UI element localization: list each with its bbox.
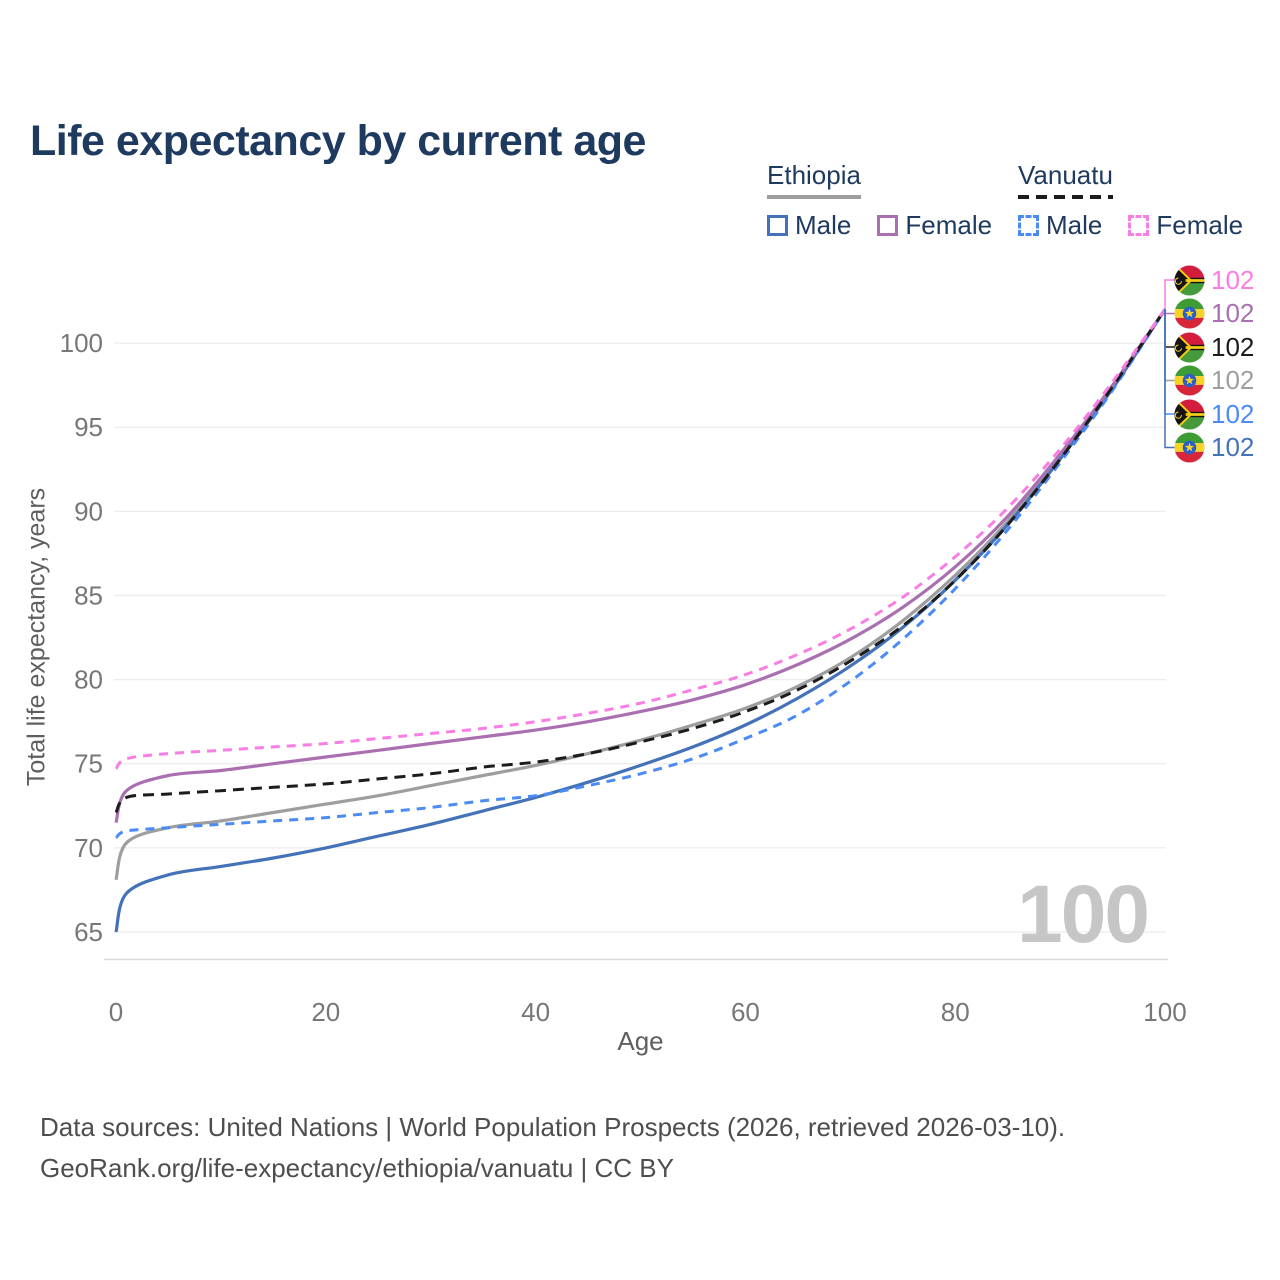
end-label-value: 102	[1211, 331, 1255, 362]
vanuatu-flag-icon	[1174, 398, 1205, 430]
end-label-vanuatu_total: 102	[1174, 331, 1254, 364]
legend-item-label: Male	[1046, 210, 1103, 240]
legend-group-ethiopia: Ethiopia Male Female	[767, 160, 992, 241]
legend-item-vanuatu-male[interactable]: Male	[1018, 210, 1102, 241]
y-tick-label: 80	[74, 665, 103, 695]
legend-item-vanuatu-female[interactable]: Female	[1128, 210, 1243, 241]
ethiopia-flag-icon	[1174, 298, 1205, 329]
end-label-ethiopia_female: 102	[1174, 297, 1254, 330]
end-label-value: 102	[1211, 398, 1255, 429]
x-tick-label: 0	[109, 997, 123, 1027]
legend-item-ethiopia-female[interactable]: Female	[877, 210, 992, 241]
ethiopia-flag-icon	[1174, 365, 1205, 396]
end-label-ethiopia_male: 102	[1174, 431, 1254, 464]
line-vanuatu_total[interactable]	[114, 308, 1167, 814]
vanuatu-male-swatch-icon	[1018, 215, 1039, 236]
age-watermark: 100	[1017, 869, 1148, 960]
legend-item-ethiopia-male[interactable]: Male	[767, 210, 851, 241]
y-tick-label: 95	[74, 412, 103, 442]
series-end-labels: 102 102 102 102	[1174, 0, 1280, 1280]
footer: Data sources: United Nations | World Pop…	[40, 1107, 1065, 1189]
y-tick-label: 75	[74, 749, 103, 779]
y-axis-title: Total life expectancy, years	[22, 487, 51, 787]
legend-item-label: Male	[795, 210, 852, 240]
line-ethiopia_total[interactable]	[114, 308, 1167, 881]
vanuatu-female-swatch-icon	[1128, 215, 1150, 236]
legend-country-vanuatu[interactable]: Vanuatu	[1018, 160, 1113, 199]
ethiopia-female-swatch-icon	[877, 215, 899, 236]
line-vanuatu_female[interactable]	[114, 308, 1167, 770]
end-label-connector	[1164, 309, 1175, 449]
end-label-value: 102	[1211, 432, 1255, 462]
legend-country-label: Ethiopia	[767, 160, 861, 190]
vanuatu-flag-icon	[1174, 331, 1205, 363]
legend-country-label: Vanuatu	[1018, 160, 1113, 190]
end-label-value: 102	[1211, 264, 1255, 295]
y-tick-label: 90	[74, 496, 103, 526]
ethiopia-total-line-swatch	[767, 195, 861, 199]
ethiopia-flag-icon	[1174, 432, 1205, 463]
data-sources-line: Data sources: United Nations | World Pop…	[40, 1112, 1066, 1142]
attribution-line: GeoRank.org/life-expectancy/ethiopia/van…	[40, 1153, 674, 1183]
x-tick-label: 100	[1143, 997, 1186, 1027]
end-label-ethiopia_total: 102	[1174, 364, 1254, 397]
x-tick-label: 80	[941, 997, 970, 1027]
legend-item-label: Female	[1156, 210, 1244, 240]
page-title: Life expectancy by current age	[30, 116, 646, 165]
y-tick-label: 70	[74, 833, 103, 863]
vanuatu-total-line-swatch	[1018, 195, 1113, 199]
x-axis-title: Age	[617, 1026, 664, 1056]
legend-item-label: Female	[905, 210, 993, 240]
x-tick-label: 60	[731, 997, 760, 1027]
y-tick-label: 85	[74, 580, 103, 610]
x-tick-label: 40	[521, 997, 550, 1027]
line-ethiopia_female[interactable]	[114, 308, 1167, 824]
end-label-value: 102	[1211, 298, 1255, 328]
y-tick-label: 100	[60, 328, 103, 358]
y-tick-label: 65	[74, 917, 103, 947]
end-label-vanuatu_male: 102	[1174, 398, 1254, 431]
end-label-vanuatu_female: 102	[1174, 264, 1254, 297]
end-label-connector	[1164, 279, 1175, 309]
line-ethiopia_male[interactable]	[114, 308, 1167, 933]
end-label-value: 102	[1211, 365, 1255, 395]
vanuatu-flag-icon	[1174, 264, 1205, 296]
line-vanuatu_male[interactable]	[114, 308, 1167, 840]
legend-country-ethiopia[interactable]: Ethiopia	[767, 160, 861, 199]
x-tick-label: 20	[311, 997, 340, 1027]
legend-group-vanuatu: Vanuatu Male Female	[1018, 160, 1243, 241]
ethiopia-male-swatch-icon	[767, 215, 788, 236]
